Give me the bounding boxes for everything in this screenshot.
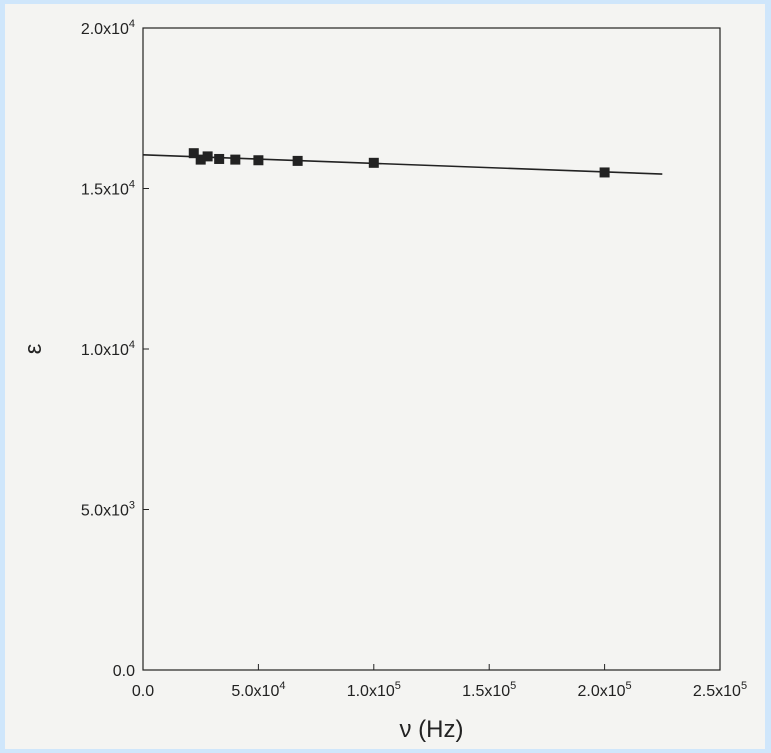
data-point <box>230 154 241 165</box>
figure-page: 0.0 5.0x104 1.0x105 1.5x105 2.0x105 2.5x105 0… <box>5 4 765 749</box>
data-point <box>599 167 610 178</box>
x-axis-ticks: 0.0 5.0x104 1.0x105 1.5x105 2.0x105 2.5x105 <box>132 664 747 700</box>
x-tick-label: 2.5x105 <box>693 680 747 700</box>
data-point <box>188 148 199 159</box>
data-point <box>202 151 213 162</box>
y-axis-title: ε <box>20 343 47 354</box>
fit-line <box>142 153 663 175</box>
data-point <box>292 155 303 166</box>
x-tick-label: 1.5x105 <box>462 680 516 700</box>
x-tick-label: 5.0x104 <box>231 680 285 700</box>
y-tick-label: 0.0 <box>113 663 135 680</box>
x-tick-label: 1.0x105 <box>347 680 401 700</box>
y-tick-label: 1.5x104 <box>81 179 135 199</box>
x-tick-label: 0.0 <box>132 683 154 700</box>
data-point <box>253 155 264 166</box>
scatter-chart: 0.0 5.0x104 1.0x105 1.5x105 2.0x105 2.5x105 0… <box>20 18 747 743</box>
y-tick-label: 5.0x103 <box>81 500 135 520</box>
y-tick-label: 2.0x104 <box>81 18 135 38</box>
y-tick-label: 1.0x104 <box>81 339 135 359</box>
y-axis-ticks: 0.0 5.0x103 1.0x104 1.5x104 2.0x104 <box>81 18 149 680</box>
x-axis-title: ν (Hz) <box>400 716 464 743</box>
x-tick-label: 2.0x105 <box>578 680 632 700</box>
data-points <box>188 148 610 178</box>
data-point <box>214 153 225 164</box>
data-point <box>368 157 379 168</box>
data-point <box>195 154 206 165</box>
plot-frame <box>142 27 721 671</box>
